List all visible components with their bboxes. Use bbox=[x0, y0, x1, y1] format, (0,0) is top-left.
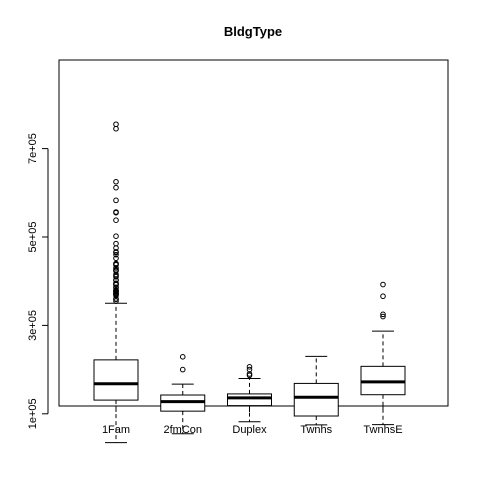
box-2fmCon bbox=[160, 354, 206, 435]
outlier-point bbox=[380, 313, 386, 320]
x-tick-label: Duplex bbox=[232, 424, 267, 436]
outlier-point bbox=[113, 125, 119, 132]
box-Duplex bbox=[227, 364, 272, 423]
outlier-point bbox=[113, 251, 119, 258]
outlier-point bbox=[113, 209, 119, 216]
outlier-point bbox=[113, 178, 119, 185]
outlier-point bbox=[246, 364, 253, 370]
outlier-point bbox=[113, 296, 119, 303]
outlier-point bbox=[113, 273, 119, 280]
box-TwnhsE bbox=[360, 281, 406, 426]
iqr-box bbox=[93, 359, 139, 401]
x-tick-label: Twnhs bbox=[300, 424, 332, 436]
box-1Fam bbox=[93, 121, 139, 444]
y-axis: 1e+05 3e+05 5e+05 7e+05 bbox=[27, 133, 49, 429]
outlier-point bbox=[113, 281, 119, 288]
outlier-point bbox=[113, 255, 119, 262]
outlier-point bbox=[113, 197, 119, 204]
outlier-point bbox=[113, 298, 119, 304]
y-tick-label: 3e+05 bbox=[27, 310, 39, 341]
y-tick-label: 7e+05 bbox=[27, 133, 39, 164]
iqr-box bbox=[227, 393, 272, 407]
x-tick-label: 2fmCon bbox=[163, 424, 202, 436]
outlier-point bbox=[179, 354, 186, 360]
outlier-point bbox=[113, 265, 119, 271]
iqr-box bbox=[293, 382, 339, 417]
outlier-point bbox=[179, 366, 186, 373]
y-tick-label: 1e+05 bbox=[27, 398, 39, 429]
x-tick-label: TwnhsE bbox=[363, 424, 402, 436]
outlier-point bbox=[113, 292, 119, 299]
outlier-point bbox=[113, 217, 119, 224]
y-tick-label: 5e+05 bbox=[27, 222, 39, 253]
outlier-point bbox=[380, 311, 386, 318]
outlier-point bbox=[113, 233, 119, 239]
box-Twnhs bbox=[293, 355, 339, 426]
outlier-point bbox=[113, 184, 119, 191]
outlier-point bbox=[380, 293, 386, 300]
outlier-point bbox=[380, 281, 386, 288]
boxes-group bbox=[93, 121, 406, 444]
chart-title: BldgType bbox=[224, 24, 282, 39]
outlier-point bbox=[246, 372, 253, 379]
outlier-point bbox=[113, 249, 119, 256]
